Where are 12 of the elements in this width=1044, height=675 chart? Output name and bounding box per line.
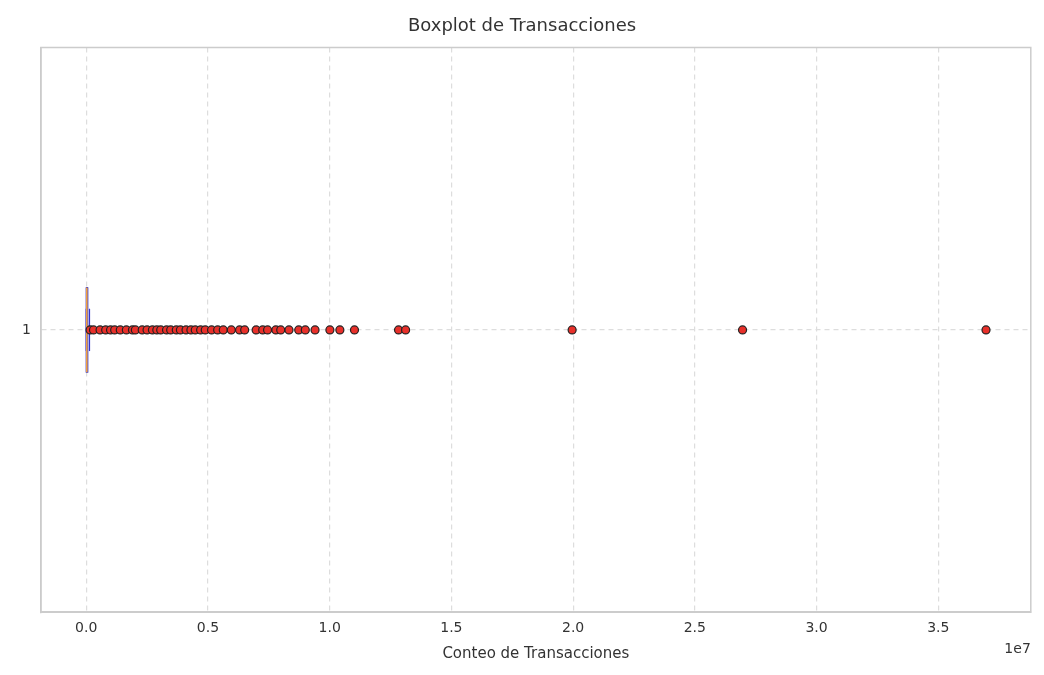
x-axis-title: Conteo de Transacciones <box>442 643 630 662</box>
x-tick-label: 3.5 <box>927 619 950 636</box>
x-tick-label: 1.0 <box>318 619 341 636</box>
text: 1e7 <box>1004 639 1031 656</box>
x-tick-label: 0.0 <box>75 619 98 636</box>
x-tick-label: 3.0 <box>805 619 828 636</box>
y-tick-label: 1 <box>21 320 31 337</box>
x-tick-label: 1.5 <box>440 619 463 636</box>
x-tick-label: 2.0 <box>561 619 585 636</box>
x-tick-label: 2.5 <box>683 619 706 636</box>
chart-title: Boxplot de Transacciones <box>407 14 637 36</box>
x-tick-label: 0.5 <box>196 619 220 636</box>
